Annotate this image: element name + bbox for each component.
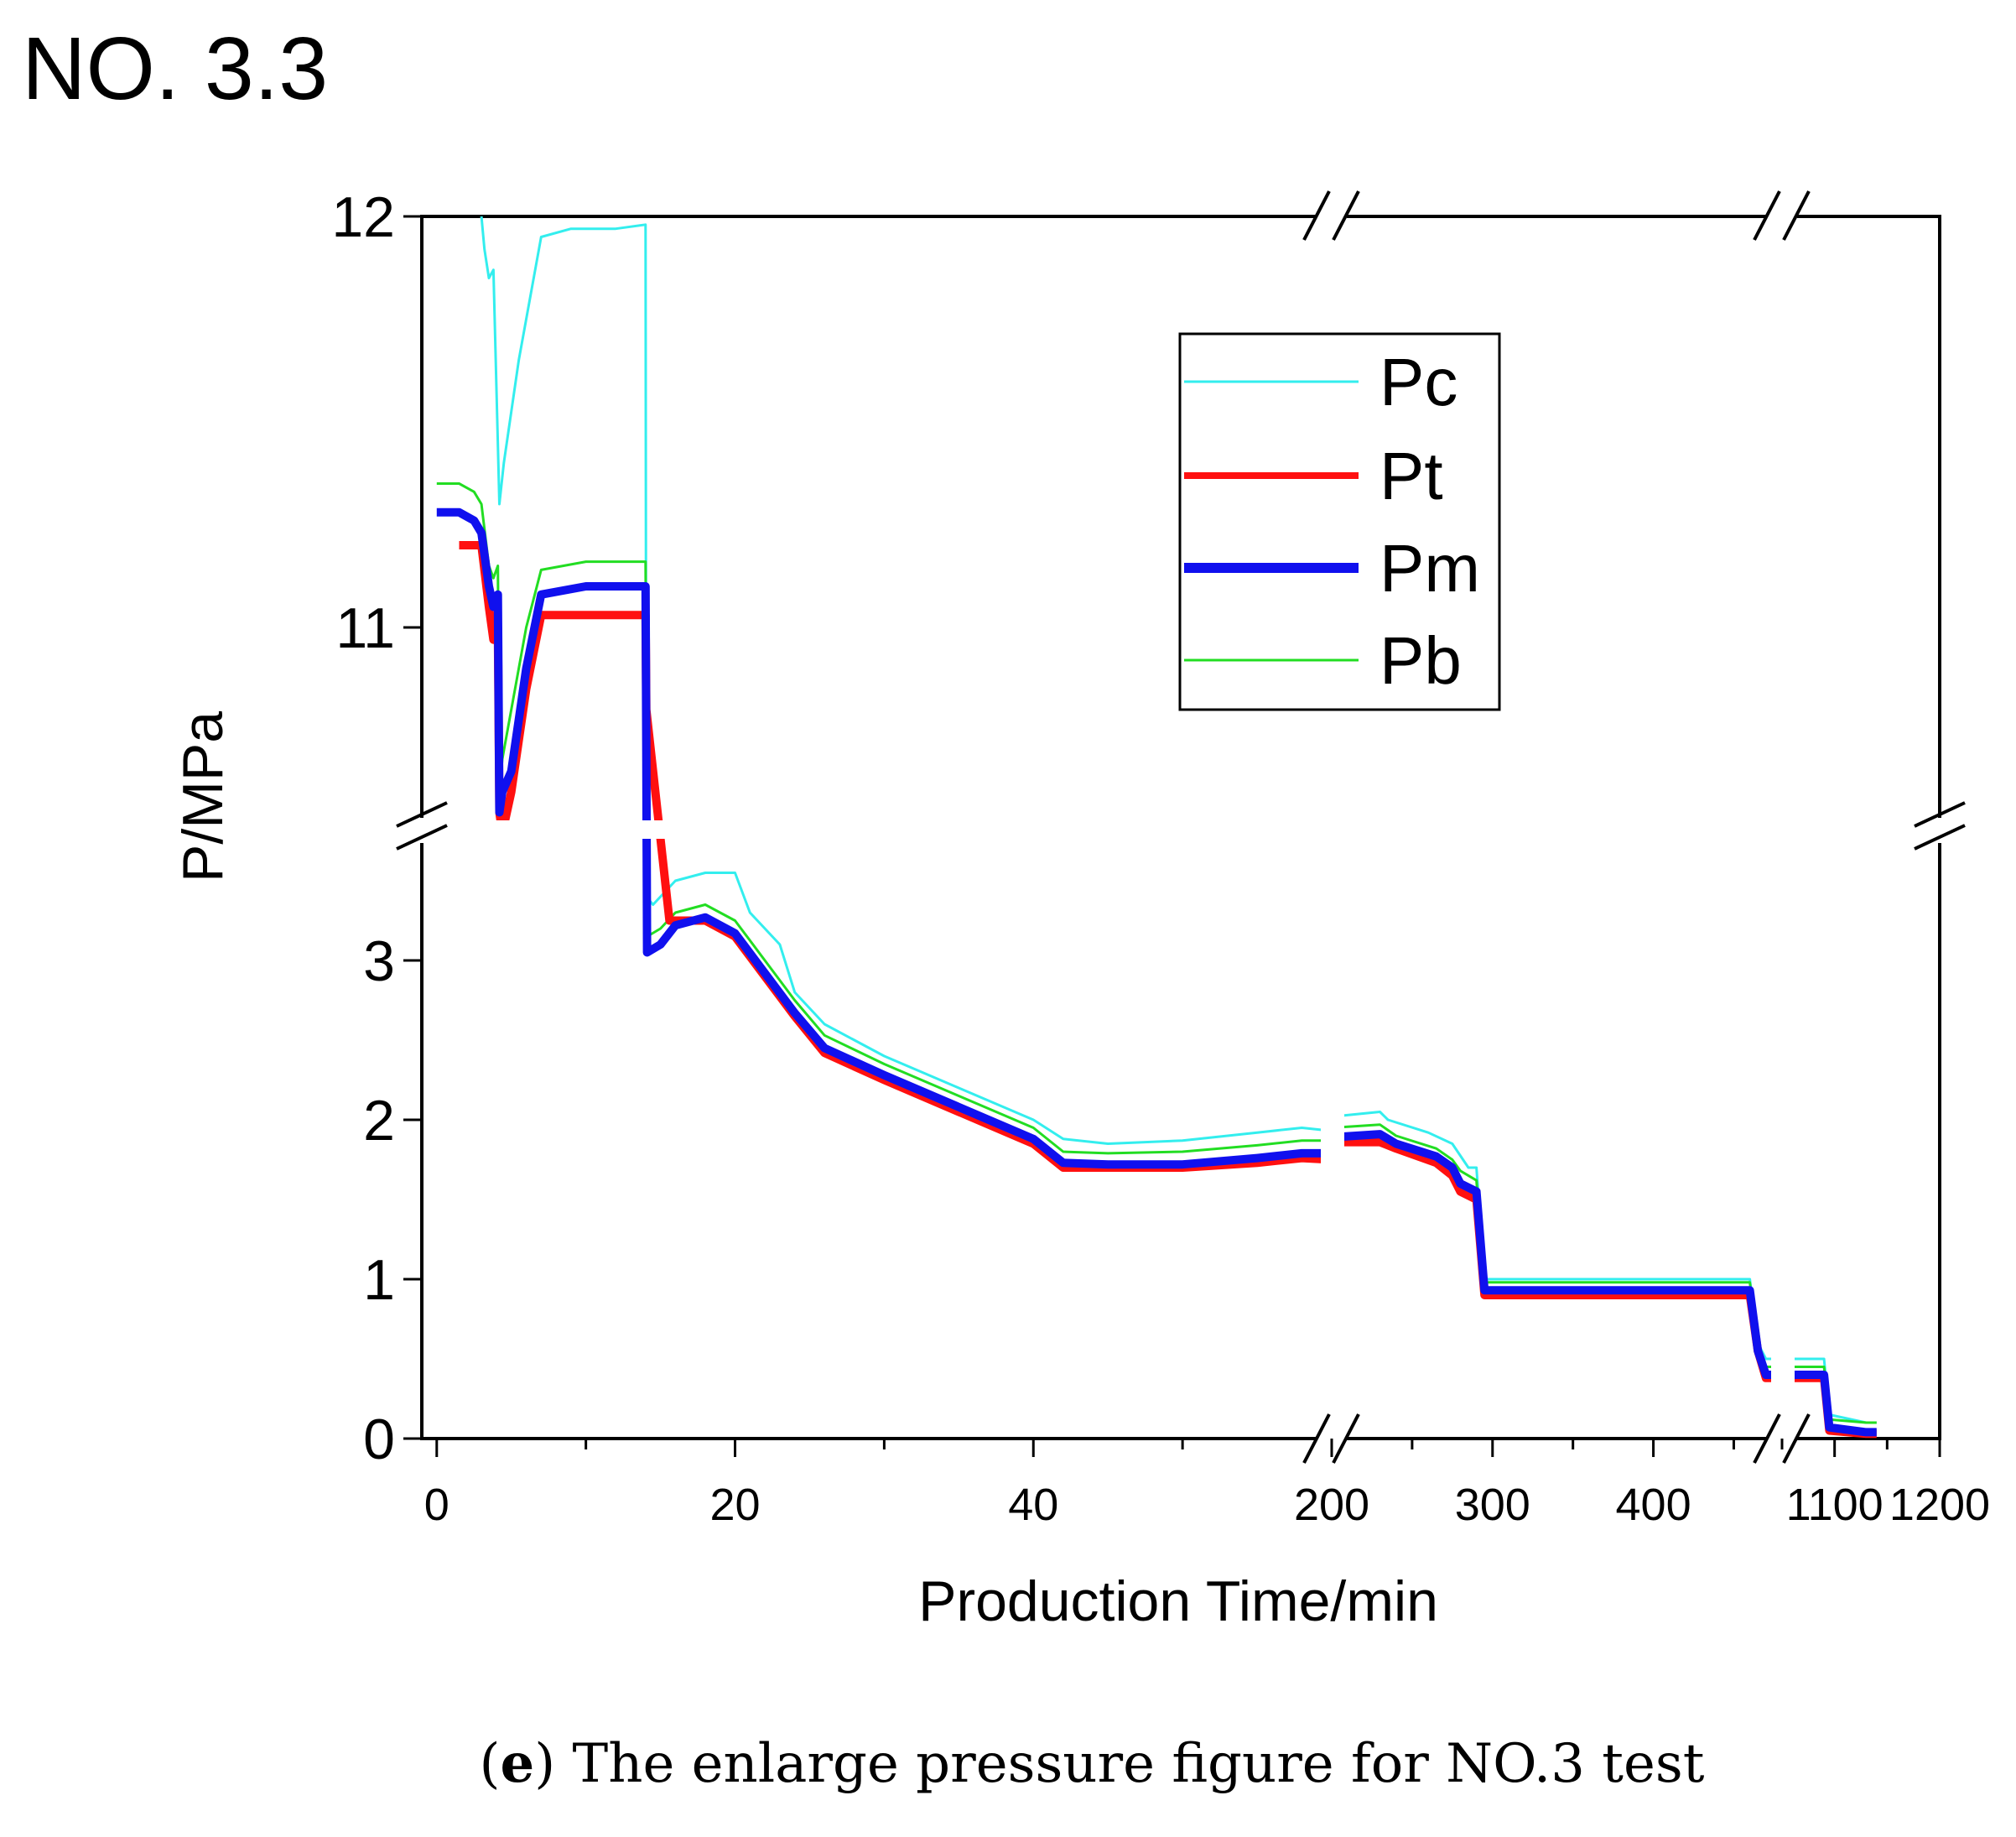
plot-gap-x2 (1771, 1300, 1795, 1434)
legend-label-pt: Pt (1380, 439, 1443, 513)
x-break-mark (1782, 1413, 1811, 1464)
x-tick-label: 1100 (1786, 1480, 1884, 1530)
axis-ticks (403, 215, 1941, 1457)
y-break-mark (1914, 824, 1966, 851)
caption-text: The enlarge pressure figure for NO.3 tes… (555, 1733, 1705, 1795)
x-tick-label: 400 (1616, 1480, 1691, 1530)
x-break-mark (1332, 190, 1360, 241)
x-break-gap-1-top (1317, 208, 1347, 225)
plot-gap-y (425, 820, 1935, 839)
x-tick-label: 200 (1294, 1480, 1369, 1530)
legend-box (1178, 332, 1501, 711)
x-tick-label: 40 (1008, 1480, 1058, 1530)
x-break-mark (1332, 1413, 1360, 1464)
legend-label-pb: Pb (1380, 623, 1462, 698)
x-tick-label: 20 (709, 1480, 760, 1530)
x-break-mark (1753, 190, 1781, 241)
x-break-mark (1753, 1413, 1781, 1464)
page-title: NO. 3.3 (22, 19, 329, 118)
y-tick-label: 2 (363, 1089, 395, 1153)
y-tick-label: 3 (363, 929, 395, 993)
series-lines (436, 216, 1877, 1439)
x-tick-label: 1200 (1889, 1480, 1990, 1530)
axis-break-gaps (413, 208, 1948, 1447)
series-line-pc (480, 216, 1877, 1424)
y-axis-title: P/MPa (171, 711, 235, 882)
y-tick-label: 12 (331, 185, 395, 249)
y-tick-label: 11 (335, 596, 395, 660)
axis-break-marks (396, 190, 1966, 1464)
y-tick-label: 1 (363, 1248, 395, 1312)
y-break-mark (396, 801, 448, 828)
x-tick-label: 0 (424, 1480, 449, 1530)
y-break-mark (1914, 801, 1966, 828)
legend: Pc Pt Pm Pb (1178, 332, 1501, 711)
y-tick-label: 0 (363, 1408, 395, 1471)
legend-label-pm: Pm (1380, 531, 1480, 606)
x-break-mark (1302, 190, 1331, 241)
series-line-pm (436, 507, 1877, 1437)
x-break-mark (1782, 190, 1811, 241)
series-line-pt (459, 541, 1877, 1439)
series-line-pb (436, 482, 1877, 1424)
caption-letter: e (500, 1732, 535, 1795)
plot-gap-x1 (1321, 1049, 1344, 1434)
figure-caption: (e) The enlarge pressure figure for NO.3… (479, 1732, 1705, 1795)
x-tick-label: 300 (1455, 1480, 1530, 1530)
x-break-gap-2-top (1767, 208, 1797, 225)
legend-label-pc: Pc (1380, 345, 1457, 419)
x-break-mark (1302, 1413, 1331, 1464)
x-axis-title: Production Time/min (918, 1569, 1438, 1633)
y-break-mark (396, 824, 448, 851)
